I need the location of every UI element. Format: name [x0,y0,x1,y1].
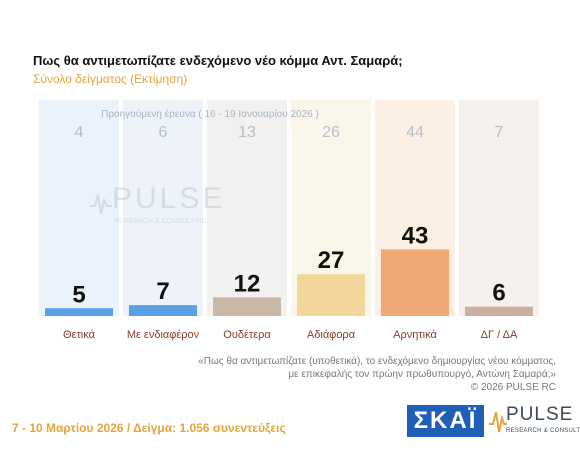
pulse-logo-wave-icon [489,411,507,433]
pulse-logo-tag: RESEARCH & CONSULTING [506,428,580,434]
bar-value-label: 7 [156,278,169,305]
pulse-wave-icon [90,193,112,215]
category-label: Ουδέτερα [223,329,271,341]
previous-value-label: 13 [238,124,256,141]
previous-value-label: 44 [406,124,424,141]
category-label: Αρνητικά [393,329,437,341]
category-label: ΔΓ / ΔΑ [480,329,518,341]
column-background [207,100,287,316]
bar [297,274,365,316]
note-line-1: «Πως θα αντιμετωπίζατε (υποθετικά), το ε… [198,356,556,367]
previous-value-label: 26 [322,124,340,141]
column-background [123,100,203,316]
bar-value-label: 6 [492,280,505,307]
bar [381,249,449,316]
bar-value-label: 5 [72,281,85,308]
bar-value-label: 12 [234,270,261,297]
bar-value-label: 27 [318,247,345,274]
bar [129,305,197,316]
bar [213,297,281,316]
skai-logo: ΣΚΑΪ [407,405,484,437]
pulse-logo: PULSE RESEARCH & CONSULTING [489,404,580,438]
bar [465,306,533,316]
column-background [39,100,119,316]
chart-subtitle: Σύνολο δείγματος (Εκτίμηση) [33,72,188,86]
previous-value-label: 7 [495,124,504,141]
category-label: Με ενδιαφέρον [126,329,200,341]
footer-sample-info: 7 - 10 Μαρτίου 2026 / Δείγμα: 1.056 συνε… [12,421,286,435]
copyright: © 2026 PULSE RC [470,382,556,393]
chart-title: Πως θα αντιμετωπίζατε ενδεχόμενο νέο κόμ… [33,53,403,68]
pulse-logo-word: PULSE [506,404,574,425]
category-label: Θετικά [63,329,95,341]
column-background [459,100,539,316]
previous-survey-label: Προηγούμενη έρευνα ( 16 - 19 Ιανουαρίου … [101,109,319,120]
watermark-tag: RESEARCH & CONSULTING [114,218,207,225]
previous-value-label: 6 [159,124,168,141]
pulse-watermark: PULSE RESEARCH & CONSULTING [90,180,230,230]
bar-value-label: 43 [402,222,429,249]
watermark-word: PULSE [112,182,226,215]
category-label: Αδιάφορα [306,329,356,341]
bar [45,308,113,316]
note-line-2: με επικεφαλής τον πρώην πρωθυπουργό, Αντ… [288,369,556,380]
previous-value-label: 4 [75,124,84,141]
